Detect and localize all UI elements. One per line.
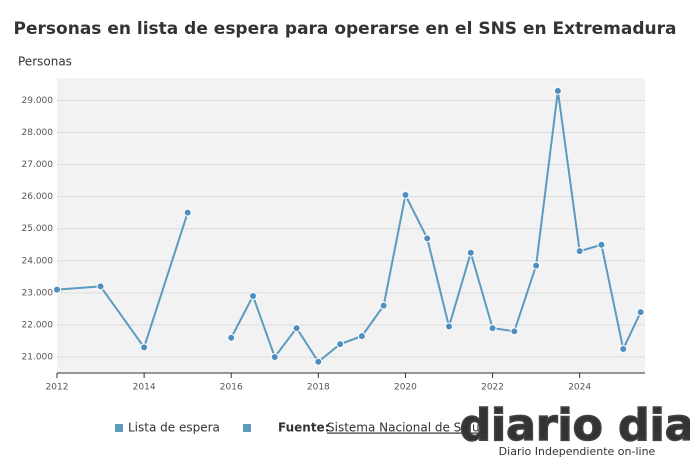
data-point [636, 308, 645, 317]
data-point [575, 247, 584, 256]
data-point [249, 292, 257, 301]
y-tick-label: 28.000 [22, 128, 54, 138]
data-point [227, 333, 236, 342]
data-point [292, 324, 301, 333]
x-tick-label: 2014 [133, 383, 156, 393]
x-tick-label: 2020 [394, 383, 417, 393]
data-point [597, 240, 606, 249]
data-point [53, 285, 61, 294]
data-point [532, 261, 541, 270]
y-tick-label: 22.000 [22, 320, 54, 330]
y-tick-label: 29.000 [22, 96, 54, 106]
data-point [445, 322, 453, 331]
data-point [270, 352, 279, 361]
source-swatch [243, 424, 251, 432]
series-line [56, 212, 189, 350]
x-tick-label: 2022 [481, 383, 504, 393]
data-point [466, 248, 475, 257]
y-tick-label: 21.000 [22, 352, 54, 362]
y-tick-label: 24.000 [22, 256, 54, 266]
source-label: Fuente: [278, 421, 330, 435]
data-point [183, 208, 192, 217]
watermark-brand: diario dia [460, 400, 690, 451]
y-tick-label: 25.000 [22, 224, 54, 234]
y-tick-label: 23.000 [22, 288, 54, 298]
data-point [423, 234, 432, 243]
legend-label[interactable]: Lista de espera [128, 421, 220, 435]
data-point [336, 340, 345, 349]
x-tick-label: 2024 [568, 383, 591, 393]
y-axis-label: Personas [18, 55, 72, 69]
x-tick-label: 2016 [220, 383, 243, 393]
data-point [488, 324, 497, 333]
y-tick-label: 26.000 [22, 192, 54, 202]
data-point [96, 282, 105, 291]
data-point [619, 344, 628, 353]
source-link[interactable]: Sistema Nacional de Salud [327, 421, 487, 435]
y-tick-label: 27.000 [22, 160, 54, 170]
data-point [379, 301, 388, 310]
data-point [357, 332, 366, 341]
watermark-tagline: Diario Independiente on-line [499, 445, 656, 458]
legend-swatch [115, 424, 123, 432]
data-point [314, 357, 323, 366]
plot-area [57, 78, 645, 373]
data-point [401, 191, 410, 200]
x-tick-label: 2018 [307, 383, 330, 393]
x-tick-label: 2012 [46, 383, 69, 393]
data-point [140, 343, 149, 352]
series-line [230, 90, 642, 364]
data-point [510, 327, 519, 336]
data-point [553, 86, 562, 95]
chart-title: Personas en lista de espera para operars… [14, 19, 677, 39]
